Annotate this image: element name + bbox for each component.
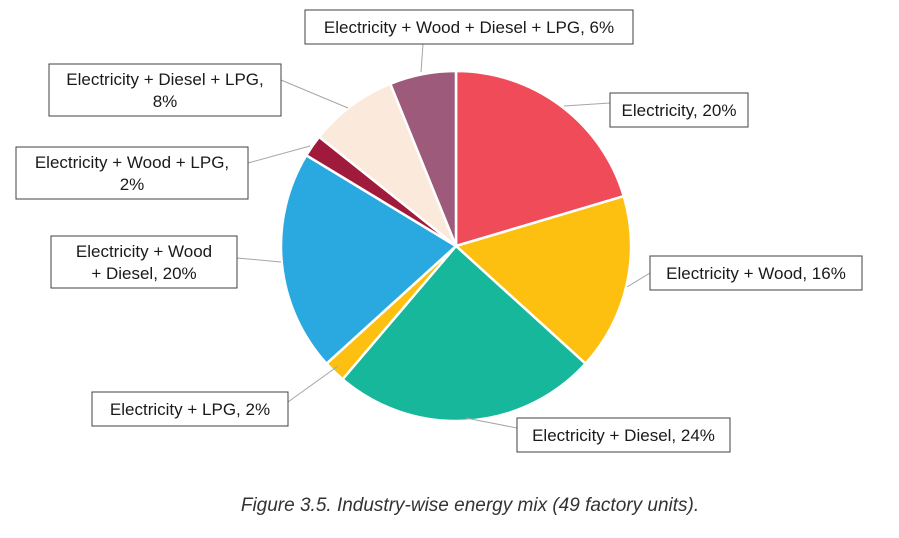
slice-labels: Electricity, 20% Electricity + Wood, 16% E… xyxy=(15,9,863,453)
data-label: Electricity, 20% xyxy=(609,92,749,128)
pie-slice-electricity-diesel xyxy=(340,244,588,423)
data-label: Electricity + Diesel, 24% xyxy=(516,417,731,453)
data-label-box xyxy=(48,63,282,117)
leader-line xyxy=(280,79,349,109)
pie-slices xyxy=(279,69,633,423)
data-label-text: Electricity + Diesel, 24% xyxy=(532,426,715,445)
data-label: Electricity + LPG, 2% xyxy=(91,391,289,427)
data-label-box xyxy=(50,235,238,289)
pie-slice-electricity xyxy=(454,69,626,248)
figure-caption: Figure 3.5. Industry-wise energy mix (49… xyxy=(241,495,699,516)
data-label-text: Electricity, 20% xyxy=(622,101,737,120)
leader-line xyxy=(236,257,282,263)
leader-line xyxy=(465,417,518,429)
data-label: Electricity + Diesel + LPG, 8% xyxy=(48,63,282,117)
leader-line xyxy=(420,43,424,73)
data-label: Electricity + Wood + LPG, 2% xyxy=(15,146,249,200)
data-label-box xyxy=(516,417,731,453)
pie-slice-electricity-wood-diesel xyxy=(279,153,459,366)
data-label-text: Electricity + Wood + LPG, xyxy=(35,153,229,172)
data-label-text: + Diesel, 20% xyxy=(91,264,196,283)
data-label-box xyxy=(304,9,634,45)
leader-line xyxy=(626,272,651,288)
leader-line xyxy=(563,102,611,107)
leader-line xyxy=(287,365,339,403)
data-label-box xyxy=(91,391,289,427)
data-label: Electricity + Wood + Diesel, 20% xyxy=(50,235,238,289)
leader-lines xyxy=(236,43,651,429)
leader-line xyxy=(247,145,311,164)
data-label-box xyxy=(649,255,863,291)
data-label-text: Electricity + Diesel + LPG, xyxy=(66,70,263,89)
data-label-box xyxy=(15,146,249,200)
data-label-text: Electricity + Wood xyxy=(76,242,212,261)
data-label: Electricity + Wood + Diesel + LPG, 6% xyxy=(304,9,634,45)
data-label-text: Electricity + Wood, 16% xyxy=(666,264,846,283)
data-label-text: 2% xyxy=(120,175,145,194)
data-label-text: Electricity + Wood + Diesel + LPG, 6% xyxy=(324,18,614,37)
data-label-text: Electricity + LPG, 2% xyxy=(110,400,270,419)
pie-slice-electricity-diesel-lpg xyxy=(317,82,459,250)
data-label-box xyxy=(609,92,749,128)
pie-slice-electricity-wood xyxy=(453,194,633,366)
data-label-text: 8% xyxy=(153,92,178,111)
data-label: Electricity + Wood, 16% xyxy=(649,255,863,291)
pie-slice-electricity-wood-diesel-lpg xyxy=(388,69,458,247)
